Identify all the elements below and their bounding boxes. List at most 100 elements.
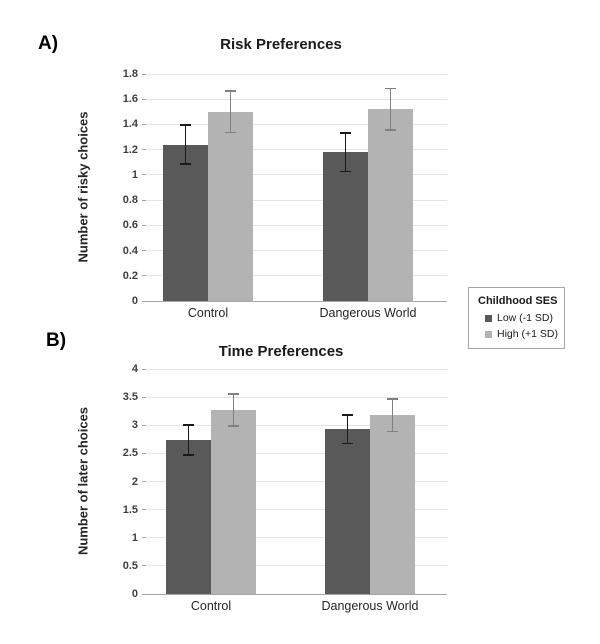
panel-b-label: B)	[46, 330, 67, 351]
legend-items: Low (-1 SD) High (+1 SD)	[478, 312, 558, 340]
panel-a-label: A)	[38, 33, 59, 54]
legend-item-label: Low (-1 SD)	[497, 312, 554, 324]
y-axis-tickmark	[142, 199, 146, 201]
error-bar-cap-top	[387, 398, 398, 400]
error-bar-cap-bottom	[340, 170, 351, 173]
error-bar-cap-top	[228, 393, 239, 395]
gridline	[146, 73, 447, 75]
y-axis-tickmark	[142, 250, 146, 252]
bar-low-ses	[325, 429, 370, 594]
y-tick-label: 1.4	[122, 118, 138, 131]
gridline	[146, 368, 447, 370]
y-tick-label: 2.5	[122, 447, 138, 460]
y-tick-label: 0.8	[122, 194, 138, 207]
gridline	[146, 452, 447, 454]
y-tick-label: 1.2	[122, 143, 138, 156]
x-axis-category-label: Control	[190, 599, 232, 613]
legend-color-swatch	[485, 330, 492, 338]
gridline	[146, 565, 447, 567]
y-axis-tickmark	[142, 452, 146, 454]
error-bar-cap-bottom	[225, 131, 236, 134]
y-tick-label: 1	[131, 168, 138, 181]
bar-high-ses	[208, 111, 253, 301]
gridline	[146, 424, 447, 426]
error-bar-cap-top	[180, 124, 191, 126]
plot-area-time-preferences: 4 3.5 3 2.5 2 1.5 1 0.5 0 Control Dangerous World	[123, 363, 447, 613]
y-tick-label: 1	[131, 531, 138, 544]
gridline	[146, 98, 447, 100]
y-axis-tickmark	[142, 509, 146, 511]
y-axis-tickmark	[142, 174, 146, 176]
chart-title-risk-preferences: Risk Preferences	[220, 36, 342, 53]
gridline	[146, 509, 447, 511]
y-tick-label: 1.8	[122, 68, 138, 80]
y-axis-tickmark	[142, 275, 146, 277]
y-axis-tickmark	[142, 149, 146, 151]
legend-box: Childhood SES Low (-1 SD) High (+1 SD)	[468, 287, 565, 349]
bar-low-ses	[323, 152, 368, 301]
error-bar-cap-top	[342, 414, 353, 416]
y-axis-tickmark	[142, 396, 146, 398]
error-bar-cap-top	[225, 90, 236, 92]
y-tick-label: 0.2	[122, 269, 138, 282]
gridline	[146, 537, 447, 539]
error-bar-line	[346, 414, 349, 445]
error-bar-cap-top	[385, 87, 396, 90]
gridline	[146, 174, 447, 176]
y-tick-label: 0	[131, 295, 138, 307]
y-tick-label: 2	[131, 475, 138, 488]
chart-title-time-preferences: Time Preferences	[218, 343, 344, 360]
gridline	[146, 396, 447, 398]
legend-item-label: High (+1 SD)	[497, 328, 558, 340]
error-bar-cap-top	[340, 132, 351, 134]
bar-high-ses	[370, 415, 415, 594]
error-bar-line	[187, 424, 190, 456]
error-bar-cap-bottom	[385, 129, 396, 131]
y-axis-tickmark	[142, 300, 146, 302]
x-axis-category-label: Dangerous World	[319, 306, 417, 320]
error-bar-line	[232, 393, 235, 427]
error-bar-line	[389, 87, 392, 131]
bar-high-ses	[211, 410, 256, 594]
gridline	[146, 199, 447, 201]
error-bar-line	[184, 124, 187, 165]
y-axis-tickmark	[142, 368, 146, 370]
gridline	[146, 149, 447, 151]
legend-item: High (+1 SD)	[485, 328, 558, 340]
x-axis-category-label: Control	[187, 306, 229, 320]
plot-area-risk-preferences: 1.8 1.6 1.4 1.2 1 0.8 0.6 0.4 0.2 0 Control Dangero…	[123, 68, 447, 320]
y-tick-label: 1.6	[122, 93, 138, 106]
y-axis-title-risky-choices: Number of risky choices	[75, 111, 91, 263]
y-axis-tickmark	[142, 424, 146, 426]
y-axis-tickmark	[142, 73, 146, 75]
y-tick-label: 0.5	[122, 559, 138, 572]
legend-item: Low (-1 SD)	[485, 312, 558, 324]
gridline	[146, 275, 447, 277]
y-axis-tickmark	[142, 481, 146, 482]
y-axis-tickmark	[142, 224, 146, 226]
y-tick-label: 0.6	[122, 219, 138, 232]
gridline	[146, 123, 447, 125]
y-axis-tickmark	[142, 537, 146, 539]
gridline	[146, 250, 447, 252]
gridline	[146, 224, 447, 226]
error-bar-cap-top	[183, 424, 194, 426]
legend-color-swatch	[485, 314, 492, 322]
error-bar-cap-bottom	[228, 425, 239, 427]
y-tick-label: 0.4	[122, 244, 138, 257]
bar-low-ses	[166, 439, 211, 594]
y-axis-tickmark	[142, 565, 146, 567]
bar-high-ses	[368, 109, 413, 301]
y-axis-tickmark	[142, 98, 146, 100]
y-axis-tickmark	[142, 123, 146, 125]
y-tick-label: 3	[131, 419, 138, 432]
error-bar-cap-bottom	[387, 430, 398, 432]
y-tick-label: 1.5	[122, 503, 138, 516]
legend-title: Childhood SES	[478, 295, 558, 307]
error-bar-line	[391, 398, 394, 432]
error-bar-cap-bottom	[180, 163, 191, 165]
error-bar-line	[229, 90, 232, 134]
error-bar-cap-bottom	[183, 454, 194, 456]
x-axis-category-label: Dangerous World	[321, 599, 419, 613]
